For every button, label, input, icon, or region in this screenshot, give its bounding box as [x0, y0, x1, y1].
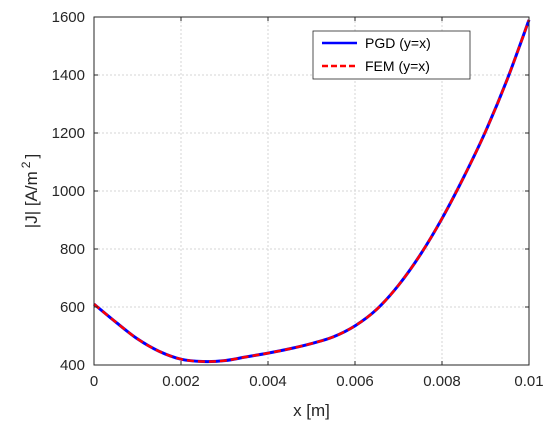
y-tick-label: 1000 [52, 183, 85, 200]
x-tick-label: 0.01 [514, 373, 543, 390]
legend-box [312, 30, 471, 80]
y-tick-label: 600 [60, 299, 85, 316]
x-tick-label: 0.002 [162, 373, 200, 390]
x-axis-title: x [m] [293, 401, 330, 420]
legend: PGD (y=x) FEM (y=x) [312, 30, 471, 80]
y-tick-label: 1200 [52, 125, 85, 142]
y-tick-label: 400 [60, 357, 85, 374]
tick-labels: 0 0.002 0.004 0.006 0.008 0.01 400 600 800 1000 12… [52, 9, 544, 390]
y-axis-title-superscript: 2 [19, 161, 33, 168]
series-layer [93, 19, 531, 364]
y-axis-title-close: ] [22, 154, 41, 159]
x-tick-label: 0.008 [423, 373, 461, 390]
series-line-fem [93, 19, 531, 363]
legend-label-fem: FEM (y=x) [365, 58, 430, 74]
y-tick-label: 800 [60, 241, 85, 258]
x-tick-label: 0 [90, 373, 98, 390]
legend-label-pgd: PGD (y=x) [365, 35, 431, 51]
y-axis-title: |J| [A/m 2] [19, 154, 41, 228]
x-tick-label: 0.004 [249, 373, 287, 390]
ticks [93, 16, 530, 366]
y-axis-title-main: |J| [A/m [22, 171, 41, 228]
x-tick-label: 0.006 [336, 373, 374, 390]
y-tick-label: 1600 [52, 9, 85, 26]
y-tick-label: 1400 [52, 67, 85, 84]
